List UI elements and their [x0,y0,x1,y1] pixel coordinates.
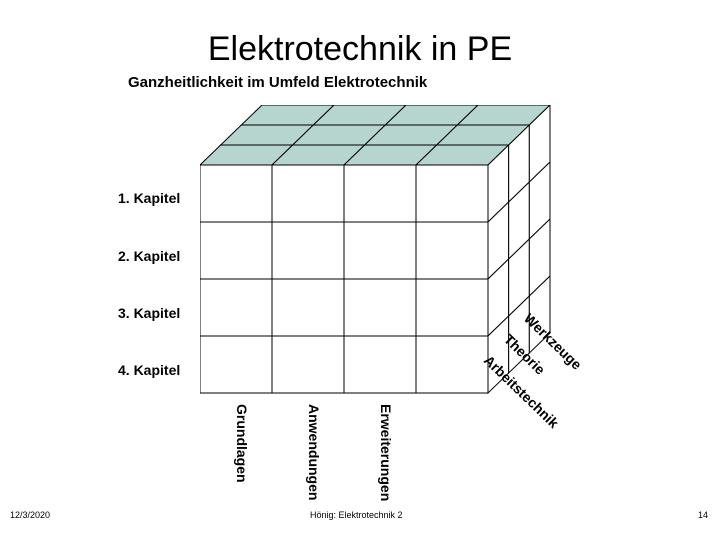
column-label: Grundlagen [234,404,250,483]
column-label: Erweiterungen [378,404,394,501]
row-label: 4. Kapitel [118,362,180,378]
cube-diagram [200,105,560,405]
footer-page: 14 [698,510,708,520]
row-label: 1. Kapitel [118,190,180,206]
footer-date: 12/3/2020 [10,510,50,520]
slide-title: Elektrotechnik in PE [0,30,720,69]
column-label: Anwendungen [306,404,322,500]
row-label: 2. Kapitel [118,248,180,264]
slide-subtitle: Ganzheitlichkeit im Umfeld Elektrotechni… [128,74,427,91]
row-label: 3. Kapitel [118,305,180,321]
footer-center: Hönig: Elektrotechnik 2 [310,510,403,520]
